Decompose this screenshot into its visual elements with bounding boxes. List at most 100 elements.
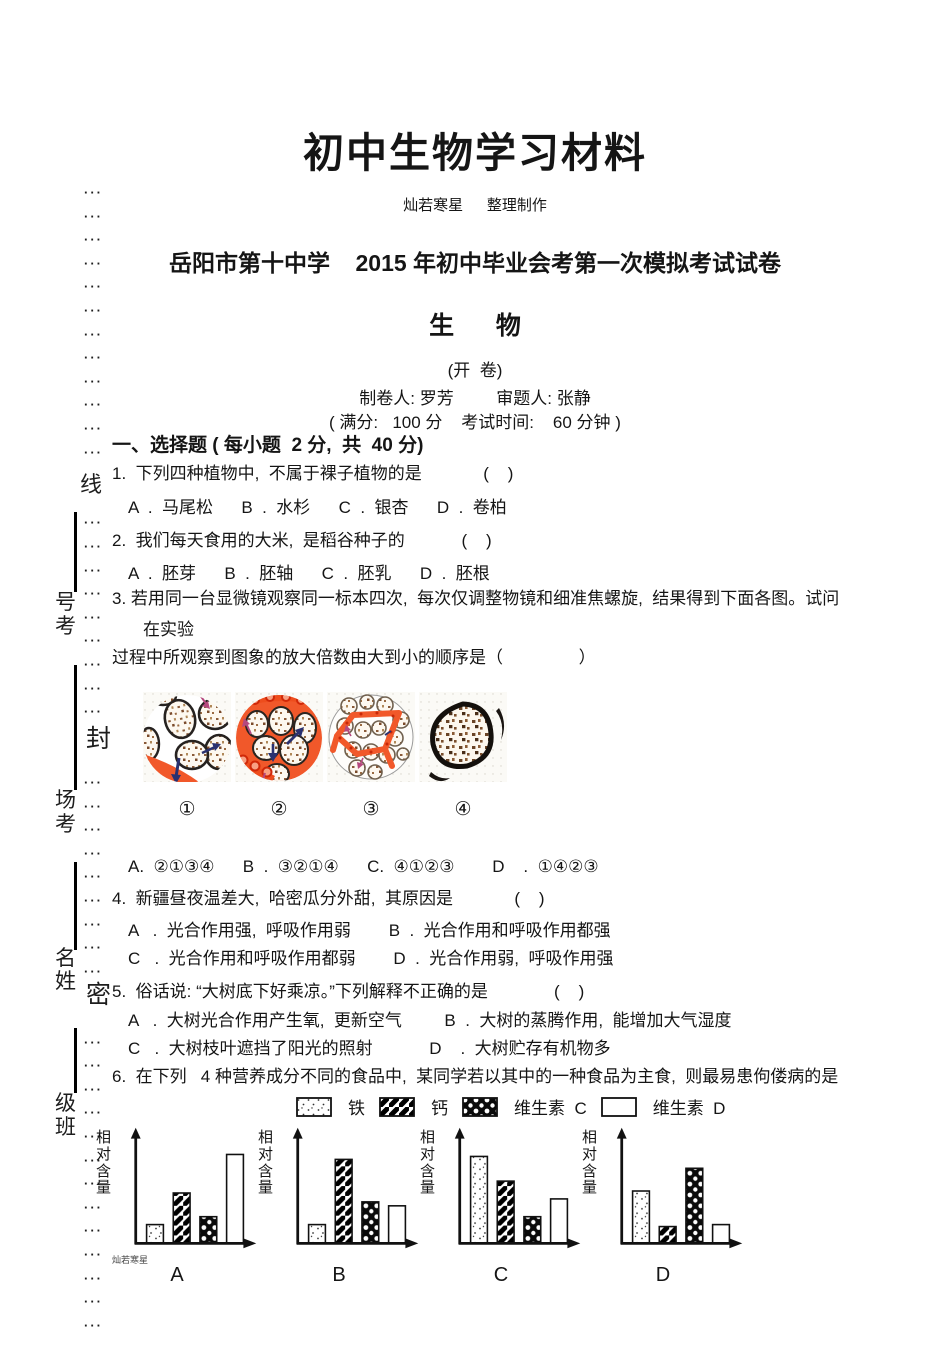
question-5-stem: 5. 俗话说: “大树底下好乘凉。”下列解释不正确的是 ( ) [112,982,585,1001]
margin-dot-row: ··· [84,255,103,271]
margin-dot-row: ··· [84,1058,103,1074]
question-3-stem-line2: 在实验 [143,620,194,639]
margin-dot-row: ··· [84,1034,103,1050]
legend-item-vitamin-d: 维生素 D [600,1094,725,1119]
chart-b-plot [292,1127,419,1249]
section-1-heading: 一、选择题 ( 每小题 2 分, 共 40 分) [112,435,424,456]
vitamin-c-pattern-swatch [462,1096,498,1117]
microscope-view-4 [419,692,507,782]
margin-dot-row: ··· [84,397,103,413]
margin-dot-row: ··· [84,303,103,318]
footer-credit: 灿若寒星 [112,1255,149,1265]
score-time-line: ( 满分: 100 分 考试时间: 60 分钟 ) [329,413,621,432]
margin-dot-row: ··· [84,1081,103,1097]
margin-char-site-1: 场 [55,789,76,812]
margin-char-class-2: 班 [55,1116,76,1139]
staff-line: 制卷人: 罗芳 审题人: 张静 [359,389,591,408]
figure-label-3: ③ [362,799,380,820]
margin-dot-row: ··· [84,279,103,295]
margin-dot-row: ··· [84,373,103,389]
margin-dot-row: ··· [84,421,103,436]
margin-dot-row: ··· [84,1152,103,1168]
margin-dot-row: ··· [84,1199,103,1215]
question-6-stem: 6. 在下列 4 种营养成分不同的食品中, 某同学若以其中的一种食品为主食, 则… [112,1067,839,1086]
margin-dot-row: ··· [84,798,103,814]
margin-dot-row: ··· [84,562,103,578]
margin-dot-row: ··· [84,1129,103,1144]
seal-line-segment-4 [74,1028,77,1093]
legend-item-vitamin-c: 维生素 C [462,1094,587,1119]
margin-dot-row: ··· [84,185,103,200]
chart-a-ylabel: 相对含量 [96,1129,112,1197]
margin-dot-row: ··· [84,232,103,248]
exam-title: 岳阳市第十中学 2015 年初中毕业会考第一次模拟考试试卷 [168,250,782,276]
chart-a-letter: A [170,1264,184,1286]
margin-dot-row: ··· [84,657,103,672]
margin-dot-row: ··· [84,609,103,625]
question-4-options-ab: A . 光合作用强, 呼吸作用弱 B . 光合作用和呼吸作用都强 [128,921,611,940]
question-3-options: A. ②①③④ B . ③②①④ C. ④①②③ D . ①④②③ [128,857,599,876]
seal-line-segment-2 [74,665,77,790]
chart-d-letter: D [655,1264,671,1286]
margin-dot-row: ··· [84,680,103,696]
margin-dot-row: ··· [84,1247,103,1262]
margin-dot-row: ··· [84,633,103,649]
margin-dot-row: ··· [84,326,103,342]
margin-dot-row: ··· [84,539,103,554]
margin-char-seal: 封 [86,725,112,753]
margin-dot-row: ··· [84,940,103,956]
legend-item-iron: 铁 [296,1094,365,1119]
credit-line: 灿若寒星 整理制作 [403,196,547,214]
margin-char-line: 线 [80,472,103,497]
margin-dot-row: ··· [84,845,103,861]
margin-dot-row: ··· [84,1176,103,1192]
question-4-options-cd: C . 光合作用和呼吸作用都弱 D . 光合作用弱, 呼吸作用强 [128,949,614,968]
calcium-pattern-swatch [379,1096,415,1117]
bar-chart-c: 相对含量 [420,1126,582,1262]
question-2-stem: 2. 我们每天食用的大米, 是稻谷种子的 ( ) [112,531,492,550]
microscope-view-1 [143,692,231,782]
margin-dot-row: ··· [84,775,103,790]
question-3-stem-line3: 过程中所观察到图象的放大倍数由大到小的顺序是（ ） [112,648,596,667]
question-2-options: A . 胚芽 B . 胚轴 C . 胚乳 D . 胚根 [128,564,490,583]
margin-dot-row: ··· [84,1294,103,1310]
vitamin-d-pattern-swatch [600,1096,637,1117]
open-book-note: (开 卷) [447,361,503,380]
chart-legend: 铁 钙 维生素 C 维生素 D [296,1094,725,1119]
subject-title: 生 物 [429,312,521,340]
margin-dot-row: ··· [84,1317,103,1333]
margin-dot-row: ··· [84,208,103,224]
chart-b-letter: B [332,1264,346,1286]
margin-dot-row: ··· [84,515,103,531]
margin-dot-row: ··· [84,893,103,908]
chart-d-plot [616,1127,743,1249]
margin-char-site-2: 考 [55,813,76,836]
margin-dot-row: ··· [84,704,103,720]
margin-char-examno-2: 考 [55,615,76,638]
margin-char-name-1: 名 [55,947,76,970]
margin-dot-row: ··· [84,1223,103,1239]
chart-b-ylabel: 相对含量 [258,1129,274,1197]
figure-label-1: ① [178,799,196,820]
chart-d-ylabel: 相对含量 [582,1129,598,1197]
chart-c-ylabel: 相对含量 [420,1129,436,1197]
question-3-stem-line1: 3. 若用同一台显微镜观察同一标本四次, 每次仅调整物镜和细准焦螺旋, 结果得到… [112,589,840,608]
margin-dot-row: ··· [84,444,103,460]
figure-label-2: ② [270,799,288,820]
bar-chart-a: 相对含量 [96,1126,258,1262]
legend-label-vitamin-c: 维生素 C [514,1099,587,1118]
bar-chart-d: 相对含量 [582,1126,744,1262]
material-title: 初中生物学习材料 [303,129,647,177]
question-5-options-cd: C . 大树枝叶遮挡了阳光的照射 D . 大树贮存有机物多 [128,1039,611,1058]
legend-item-calcium: 钙 [379,1094,448,1119]
chart-c-letter: C [493,1264,509,1286]
margin-char-examno-1: 号 [55,591,76,614]
legend-label-iron: 铁 [348,1099,365,1118]
margin-dot-row: ··· [84,916,103,932]
question-5-options-ab: A . 大树光合作用产生氧, 更新空气 B . 大树的蒸腾作用, 能增加大气湿度 [128,1011,732,1030]
question-1-stem: 1. 下列四种植物中, 不属于裸子植物的是 ( ) [112,464,514,483]
margin-dot-row: ··· [84,963,103,979]
margin-dot-row: ··· [84,869,103,885]
question-4-stem: 4. 新疆昼夜温差大, 哈密瓜分外甜, 其原因是 ( ) [112,889,545,908]
iron-pattern-swatch [296,1096,332,1117]
